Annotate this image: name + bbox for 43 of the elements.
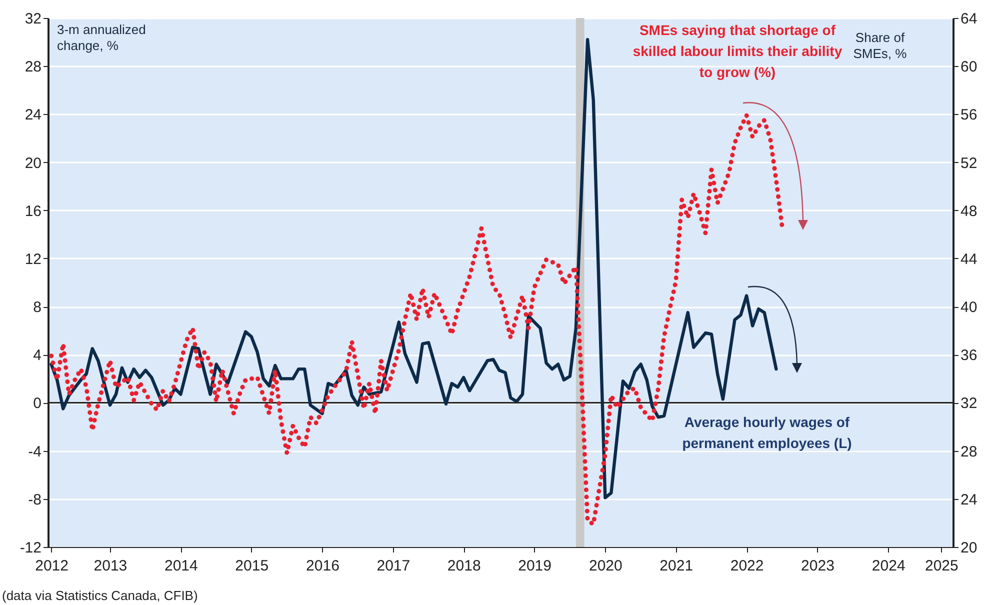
y2-tick-label: 24 (960, 491, 978, 508)
y2-tick-label: 32 (960, 395, 978, 412)
y2-tick-label: 20 (960, 540, 978, 556)
y2-tick-label: 48 (960, 202, 978, 220)
y-tick-label: 16 (24, 202, 42, 220)
x-tick-label: 2021 (660, 558, 694, 574)
y-tick-label: 0 (33, 395, 42, 412)
y-tick-label: 20 (24, 154, 42, 172)
y-tick-label: 8 (33, 299, 42, 316)
y-tick-label: 4 (33, 347, 42, 364)
x-tick-label: 2017 (376, 558, 410, 574)
y2-axis-title: Share of SMEs, % (852, 30, 908, 62)
x-tick-label: 2018 (447, 558, 481, 574)
y2-tick-label: 36 (960, 347, 978, 364)
y2-tick-label: 28 (960, 443, 978, 460)
x-tick-label: 2019 (518, 558, 552, 574)
y-tick-label: -4 (28, 443, 42, 460)
y-tick-label: -12 (20, 540, 42, 556)
x-tick-label: 2014 (164, 558, 198, 574)
y2-tick-label: 44 (960, 250, 978, 268)
y-axis-title: 3-m annualized change, % (57, 22, 147, 54)
y-tick-label: 28 (24, 58, 42, 76)
x-tick-label: 2020 (588, 558, 622, 574)
y2-tick-label: 56 (960, 106, 978, 124)
y2-tick-label: 40 (960, 299, 978, 316)
y-tick-label: 32 (24, 10, 42, 28)
series-label: Average hourly wages of permanent employees (L) (681, 413, 853, 453)
x-tick-label: 2023 (801, 558, 834, 574)
text: (data via Statistics Canada, CFIB) (2, 588, 198, 603)
x-tick-label: 2025 (925, 558, 958, 574)
text: SMEs saying that shortage of skilled labour limits their ability to grow (%) (632, 21, 844, 82)
y2-tick-label: 64 (960, 10, 978, 28)
x-tick-label: 2016 (306, 558, 340, 574)
y-tick-label: -8 (28, 491, 42, 508)
x-tick-label: 2024 (872, 558, 906, 574)
x-tick-label: 2012 (35, 558, 68, 574)
y2-tick-label: 52 (960, 154, 978, 172)
y-tick-label: 24 (24, 106, 42, 124)
y-tick-label: 12 (24, 250, 42, 268)
x-tick-label: 2015 (235, 558, 269, 574)
y2-tick-label: 60 (960, 58, 978, 76)
x-tick-label: 2013 (94, 558, 128, 574)
x-tick-label: 2022 (730, 558, 764, 574)
